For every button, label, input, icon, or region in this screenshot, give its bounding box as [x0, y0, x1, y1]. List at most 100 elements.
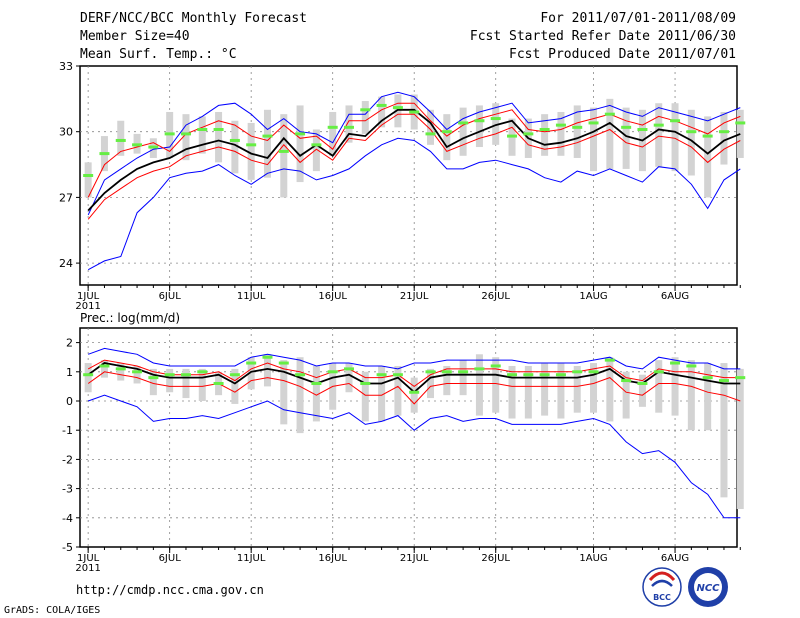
temperature-box	[378, 96, 386, 128]
precipitation-box	[541, 363, 549, 416]
temperature-frame	[79, 65, 738, 286]
forecast-period: For 2011/07/01-2011/08/09	[540, 11, 736, 26]
temperature-box	[296, 105, 304, 183]
precipitation-box	[84, 363, 92, 393]
temperature-box	[345, 105, 353, 143]
temperature-box	[720, 111, 728, 165]
precipitation-box	[182, 368, 190, 399]
precipitation-box	[280, 360, 288, 425]
precipitation-box	[394, 365, 402, 416]
temperature-box	[606, 98, 614, 169]
precipitation-box	[361, 371, 369, 422]
precipitation-box	[263, 354, 271, 387]
precipitation-box	[198, 368, 206, 401]
precipitation-box	[345, 363, 353, 393]
forecast-produced-date: Fcst Produced Date 2011/07/01	[509, 47, 736, 62]
temperature-box	[247, 122, 255, 180]
precipitation-box	[312, 365, 320, 422]
temperature-ytick-label: 33	[59, 60, 73, 73]
precipitation-box	[100, 360, 108, 378]
temperature-xtick-label: 6JUL	[159, 291, 182, 302]
precipitation-xtick-label: 11JUL	[237, 553, 266, 564]
forecast-started-date: Fcst Started Refer Date 2011/06/30	[469, 29, 736, 44]
temperature-mean-line	[87, 108, 741, 212]
temperature-xtick-label: 11JUL	[237, 291, 266, 302]
precip-title: Prec.: log(mm/d)	[80, 311, 180, 325]
temperature-xtick-label: 26JUL	[481, 291, 510, 302]
temperature-box	[329, 111, 337, 156]
precipitation-box	[231, 368, 239, 404]
precipitation-xtick-label: 1JUL	[77, 553, 100, 564]
precipitation-xtick-label: 6AUG	[661, 553, 689, 564]
temperature-box	[671, 103, 679, 172]
precipitation-box	[606, 357, 614, 422]
precipitation-box	[378, 365, 386, 422]
precipitation-box	[459, 360, 467, 396]
temperature-xtick-label: 21JUL	[400, 291, 429, 302]
temperature-box	[84, 162, 92, 198]
temperature-year-label: 2011	[75, 301, 100, 312]
precipitation-xtick-label: 16JUL	[318, 553, 347, 564]
precipitation-ytick-label: -2	[62, 453, 73, 466]
precipitation-xtick-label: 6JUL	[159, 553, 182, 564]
temperature-box	[622, 107, 630, 169]
precipitation-box	[704, 363, 712, 431]
temperature-xtick-label: 1JUL	[77, 291, 100, 302]
precipitation-box	[736, 368, 744, 510]
temperature-box	[198, 116, 206, 154]
precipitation-ytick-label: 1	[66, 366, 73, 379]
precipitation-box	[622, 371, 630, 419]
precipitation-xtick-label: 26JUL	[481, 553, 510, 564]
temperature-max-line	[87, 91, 741, 216]
precipitation-year-label: 2011	[75, 563, 100, 574]
precipitation-box	[655, 360, 663, 413]
precipitation-frame	[79, 327, 738, 548]
precipitation-plot: 2 1 0 -1 -2 -3 -4 -5 1JUL 6JUL 11JUL 16JUL 21JUL 26JU…	[62, 311, 746, 574]
precipitation-ytick-label: 2	[66, 337, 73, 350]
precipitation-xtick-label: 21JUL	[400, 553, 429, 564]
precipitation-box	[410, 377, 418, 413]
bcc-logo: BCC	[642, 567, 682, 607]
precipitation-max-line	[88, 347, 741, 370]
temperature-box	[182, 114, 190, 161]
temperature-box	[427, 109, 435, 145]
grads-credit: GrADS: COLA/IGES	[4, 605, 101, 616]
temperature-ytick-label: 30	[59, 126, 73, 139]
precipitation-box	[427, 368, 435, 399]
precipitation-box	[557, 363, 565, 419]
member-size: Member Size=40	[80, 29, 190, 44]
chart-title: DERF/NCC/BCC Monthly Forecast	[80, 11, 307, 26]
temperature-box	[704, 116, 712, 198]
precipitation-box	[671, 357, 679, 416]
precipitation-box	[720, 363, 728, 498]
temperature-spread-upper-line	[87, 102, 741, 198]
bcc-logo-text: BCC	[653, 593, 671, 602]
precipitation-box	[149, 368, 157, 396]
precipitation-box	[133, 365, 141, 384]
temperature-box	[541, 114, 549, 156]
precipitation-box	[590, 363, 598, 413]
temperature-box	[312, 129, 320, 172]
temperature-spread-lower-line	[87, 113, 741, 220]
precipitation-box	[117, 363, 125, 381]
precipitation-min-line	[88, 394, 741, 519]
temperature-box	[655, 103, 663, 167]
temperature-box	[263, 109, 271, 178]
precipitation-box	[443, 365, 451, 396]
temperature-box	[573, 105, 581, 158]
precipitation-box	[638, 374, 646, 407]
temperature-box	[231, 120, 239, 174]
temperature-box	[280, 114, 288, 198]
footer-url[interactable]: http://cmdp.ncc.cma.gov.cn	[76, 583, 264, 597]
temperature-box	[557, 111, 565, 156]
temperature-box	[215, 111, 223, 163]
temperature-box	[459, 107, 467, 156]
precipitation-ytick-label: -5	[62, 541, 73, 554]
temperature-box	[117, 120, 125, 156]
precipitation-spread-lower-line	[87, 371, 741, 405]
variable-label: Mean Surf. Temp.: °C	[80, 47, 237, 62]
temperature-xtick-label: 6AUG	[661, 291, 689, 302]
precipitation-box	[524, 365, 532, 419]
temperature-ytick-label: 27	[59, 191, 73, 204]
temperature-box	[394, 94, 402, 128]
